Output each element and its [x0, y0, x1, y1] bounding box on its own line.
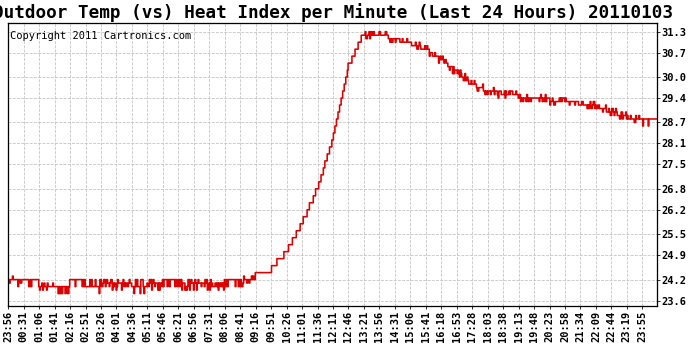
Title: Outdoor Temp (vs) Heat Index per Minute (Last 24 Hours) 20110103: Outdoor Temp (vs) Heat Index per Minute … [0, 3, 673, 22]
Text: Copyright 2011 Cartronics.com: Copyright 2011 Cartronics.com [10, 31, 191, 41]
